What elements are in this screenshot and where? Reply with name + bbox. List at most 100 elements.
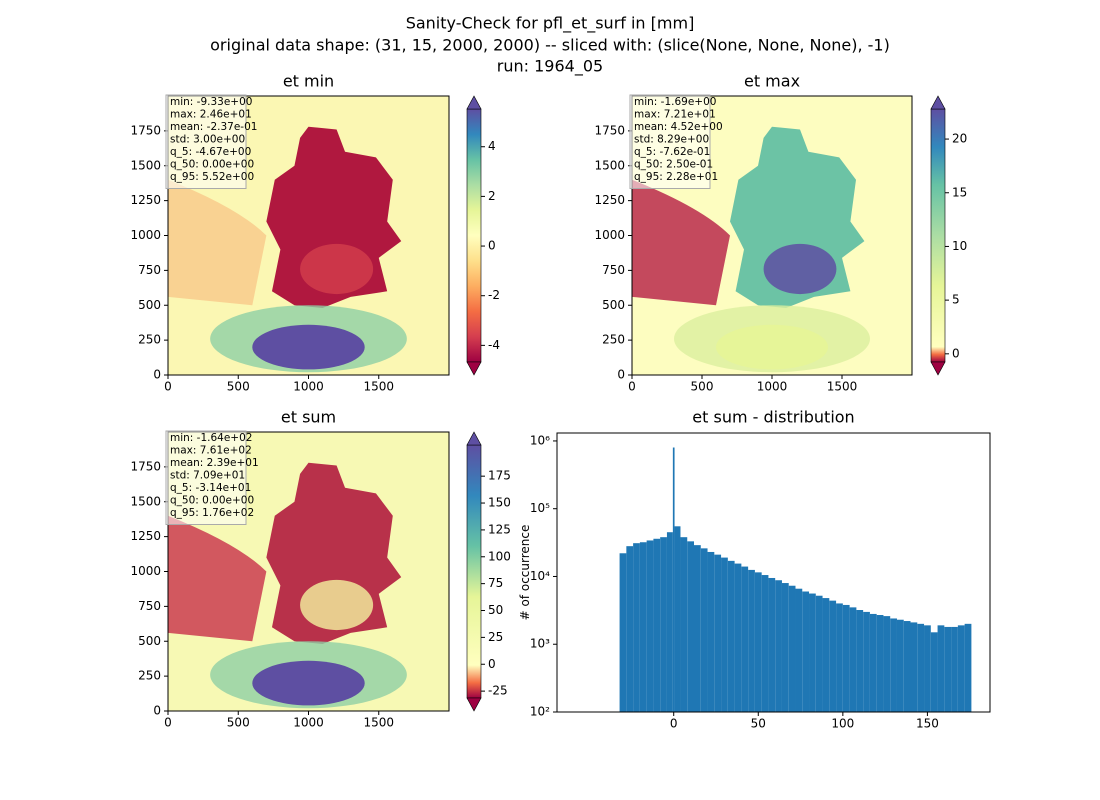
y-tick-label: 1250 xyxy=(594,193,625,207)
x-tick-label: 500 xyxy=(227,716,250,730)
image-region xyxy=(763,243,837,295)
colorbar-tick-label: 0 xyxy=(488,657,496,671)
x-tick-label: 1500 xyxy=(827,380,858,394)
histogram-bar xyxy=(903,621,911,712)
histogram-bar xyxy=(883,616,891,712)
histogram-bar xyxy=(842,604,850,712)
image-region xyxy=(716,324,828,370)
colorbar-tick-label: 4 xyxy=(488,139,496,153)
stats-line: q_5: -7.62e-01 xyxy=(634,146,710,158)
histogram-bar xyxy=(869,613,877,712)
stats-line: min: -1.69e+00 xyxy=(634,96,716,108)
y-tick-label: 1250 xyxy=(130,193,161,207)
y-tick-label: 0 xyxy=(153,368,161,382)
x-tick-label: 1000 xyxy=(293,716,324,730)
y-tick-label: 250 xyxy=(138,333,161,347)
colorbar-tick-label: 25 xyxy=(488,630,503,644)
stats-line: std: 3.00e+00 xyxy=(170,134,245,146)
x-tick-label: 1500 xyxy=(363,380,394,394)
histogram-bar xyxy=(802,591,810,712)
histogram-bar xyxy=(863,611,870,712)
x-tick-label: 1500 xyxy=(363,716,394,730)
stats-line: mean: 4.52e+00 xyxy=(634,121,723,133)
x-tick-label: 50 xyxy=(751,717,766,731)
y-tick-label: 0 xyxy=(617,368,625,382)
colorbar-tick-label: 0 xyxy=(952,346,960,360)
colorbar-extend xyxy=(466,431,482,446)
histogram-bar xyxy=(633,543,640,712)
histogram-bar xyxy=(829,600,837,712)
image-region xyxy=(168,179,267,306)
stats-line: mean: -2.37e-01 xyxy=(170,121,257,133)
histogram-bar xyxy=(754,572,762,712)
x-tick-label: 500 xyxy=(691,380,714,394)
colorbar-tick-label: 20 xyxy=(952,132,967,146)
histogram-bar xyxy=(680,537,688,712)
figure-title: Sanity-Check for pfl_et_surf in [mm] xyxy=(406,14,695,34)
stats-line: max: 7.21e+01 xyxy=(634,109,716,121)
histogram-bar xyxy=(957,625,965,712)
stats-line: min: -1.64e+02 xyxy=(170,432,252,444)
image-region xyxy=(632,179,730,306)
histogram-bar xyxy=(910,622,918,712)
y-tick-label: 250 xyxy=(602,333,625,347)
x-tick-label: 150 xyxy=(916,717,939,731)
stats-box xyxy=(629,94,711,189)
colorbar xyxy=(466,444,482,699)
y-tick-label: 750 xyxy=(138,263,161,277)
x-tick-label: 0 xyxy=(628,380,636,394)
histogram-bar xyxy=(687,541,695,712)
x-tick-label: 0 xyxy=(164,380,172,394)
x-tick-label: 100 xyxy=(831,717,854,731)
histogram-bar xyxy=(809,593,816,712)
colorbar xyxy=(466,108,482,363)
y-tick-label: 750 xyxy=(138,599,161,613)
y-tick-label: 1250 xyxy=(130,529,161,543)
y-tick-label: 1000 xyxy=(594,228,625,242)
histogram-bar xyxy=(849,607,857,712)
histogram-bar xyxy=(890,618,897,712)
colorbar-tick-label: 15 xyxy=(952,185,967,199)
y-tick-label: 1750 xyxy=(130,459,161,473)
colorbar-tick-label: 5 xyxy=(952,293,960,307)
histogram-bar xyxy=(666,532,673,712)
stats-line: std: 7.09e+01 xyxy=(170,470,245,482)
colorbar-tick-label: 10 xyxy=(952,239,967,253)
y-tick-label: 1750 xyxy=(130,123,161,137)
histogram-bar xyxy=(964,623,972,712)
stats-line: q_95: 1.76e+02 xyxy=(170,507,254,519)
histogram-bar xyxy=(748,569,755,712)
histogram-bar xyxy=(761,575,769,712)
histogram-bar xyxy=(937,625,945,712)
colorbar-tick-label: 175 xyxy=(488,469,511,483)
stats-line: q_50: 0.00e+00 xyxy=(170,159,254,171)
colorbar-tick-label: 2 xyxy=(488,189,496,203)
x-tick-label: 500 xyxy=(227,380,250,394)
axes-title: et min xyxy=(283,72,334,91)
histogram-bar xyxy=(674,526,681,712)
y-tick-label: 10⁶ xyxy=(530,433,550,447)
histogram-bar xyxy=(700,548,708,712)
colorbar-tick-label: 150 xyxy=(488,496,511,510)
histogram-bar xyxy=(660,537,667,712)
colorbar-tick-label: 125 xyxy=(488,522,511,536)
stats-line: q_50: 2.50e-01 xyxy=(634,159,713,171)
colorbar-tick-label: -2 xyxy=(488,288,500,302)
histogram-bar xyxy=(707,551,715,712)
y-tick-label: 1000 xyxy=(130,564,161,578)
colorbar-tick-label: 75 xyxy=(488,576,503,590)
histogram-bar xyxy=(781,583,789,712)
axes-title: et sum xyxy=(281,408,336,427)
colorbar-tick-label: 0 xyxy=(488,239,496,253)
histogram-bar xyxy=(626,546,634,712)
histogram-bar xyxy=(896,619,904,712)
histogram-bar xyxy=(639,542,647,712)
histogram-bar xyxy=(917,623,925,712)
image-region xyxy=(252,660,365,706)
histogram-bar xyxy=(741,566,749,712)
y-tick-label: 1500 xyxy=(594,158,625,172)
stats-line: min: -9.33e+00 xyxy=(170,96,252,108)
stats-box xyxy=(165,94,247,189)
histogram-bar xyxy=(727,560,735,712)
y-tick-label: 1500 xyxy=(130,494,161,508)
